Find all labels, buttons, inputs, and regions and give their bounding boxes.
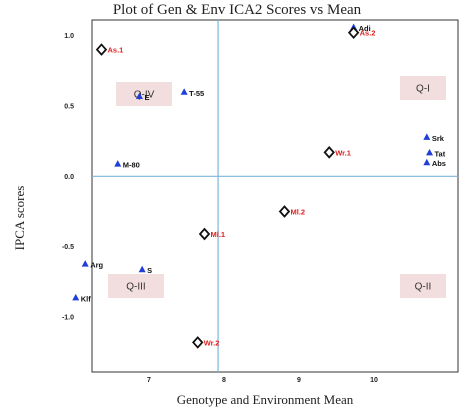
x-axis-label: Genotype and Environment Mean bbox=[177, 392, 354, 407]
y-tick-label: -1.0 bbox=[62, 315, 74, 322]
quadrant-label: Q-III bbox=[126, 282, 145, 293]
environment-label: As.1 bbox=[107, 46, 123, 55]
genotype-point bbox=[180, 88, 188, 95]
chart-title: Plot of Gen & Env ICA2 Scores vs Mean bbox=[113, 2, 362, 18]
y-tick-label: 1.0 bbox=[64, 33, 74, 40]
quadrant-box bbox=[116, 82, 172, 106]
environment-point bbox=[192, 336, 204, 349]
quadrant-label: Q-II bbox=[415, 282, 432, 293]
x-tick-label: 10 bbox=[370, 377, 378, 384]
environment-label: As.2 bbox=[360, 29, 376, 38]
genotype-label: E bbox=[144, 93, 149, 102]
y-axis-label: IPCA scores bbox=[12, 186, 27, 251]
genotype-label: Srk bbox=[432, 134, 445, 143]
environment-point bbox=[198, 227, 211, 241]
genotype-point bbox=[135, 92, 143, 100]
genotype-point bbox=[138, 265, 146, 273]
quadrant-box bbox=[108, 274, 164, 298]
y-tick-label: 0.5 bbox=[64, 103, 74, 110]
environment-label: Ml.2 bbox=[290, 207, 305, 216]
quadrant-label: Q-IV bbox=[134, 90, 155, 101]
plot-frame bbox=[91, 19, 459, 373]
genotype-point bbox=[423, 133, 431, 140]
x-tick-label: 9 bbox=[297, 377, 301, 384]
environment-label: Wr.1 bbox=[335, 148, 351, 157]
genotype-label: M-80 bbox=[123, 161, 140, 170]
y-tick-label: 0.0 bbox=[64, 174, 74, 181]
quadrant-box bbox=[400, 274, 446, 298]
y-tick-label: -0.5 bbox=[62, 244, 74, 251]
genotype-label: S bbox=[147, 266, 152, 275]
environment-label: Ml.1 bbox=[211, 230, 226, 239]
genotype-label: Adi bbox=[359, 24, 371, 33]
genotype-label: Tat bbox=[435, 149, 446, 158]
quadrant-label: Q-I bbox=[416, 84, 430, 95]
genotype-label: Arg bbox=[90, 261, 103, 270]
plot-area: 1.0 0.5 0.0 -0.5 -1.0 7 8 9 10 Q-I Q-II Q-III Q-IV Ad… bbox=[62, 19, 459, 384]
environment-label: Wr.2 bbox=[204, 338, 220, 347]
environment-point bbox=[347, 26, 360, 40]
genotype-label: Abs bbox=[432, 159, 446, 168]
environment-point bbox=[323, 146, 335, 159]
genotype-label: Klf bbox=[81, 294, 92, 303]
environment-point bbox=[278, 205, 291, 218]
x-tick-label: 7 bbox=[147, 377, 151, 384]
genotype-point bbox=[114, 160, 122, 167]
genotype-label: T-55 bbox=[189, 89, 204, 98]
genotype-point bbox=[72, 293, 80, 301]
environment-point bbox=[95, 43, 108, 56]
x-tick-label: 8 bbox=[222, 377, 226, 384]
genotype-point bbox=[426, 148, 434, 156]
genotype-point bbox=[423, 158, 431, 166]
genotype-point bbox=[81, 260, 89, 267]
quadrant-box bbox=[400, 76, 446, 100]
